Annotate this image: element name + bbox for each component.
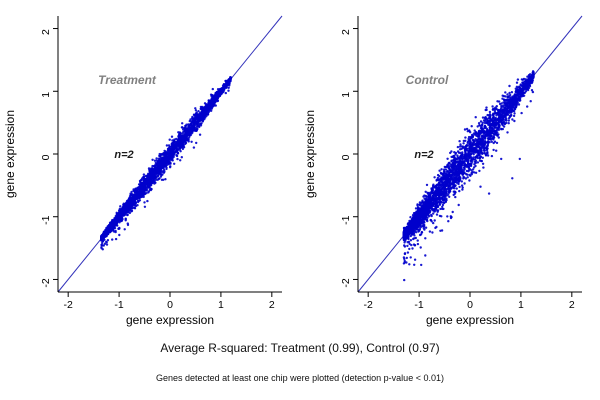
plot-title: Treatment [98, 73, 157, 87]
plot-title: Control [406, 73, 449, 87]
svg-text:0: 0 [40, 154, 52, 160]
y-axis-label: gene expression [303, 110, 317, 198]
svg-text:1: 1 [218, 299, 224, 311]
scatter-plot-treatment: -2 -2 -1 -1 0 0 1 1 2 2 Treatment n=2 gene expres… [3, 15, 283, 327]
scatter-points [100, 76, 233, 251]
svg-text:-1: -1 [40, 215, 52, 224]
x-axis-label: gene expression [126, 313, 214, 327]
axes: -2 -2 -1 -1 0 0 1 1 2 2 [40, 16, 282, 311]
detection-note-caption: Genes detected at least one chip were pl… [156, 373, 444, 383]
svg-text:-1: -1 [114, 299, 123, 311]
svg-text:0: 0 [167, 299, 173, 311]
n-annotation: n=2 [114, 149, 133, 161]
svg-text:1: 1 [40, 92, 52, 98]
x-axis-label: gene expression [426, 313, 514, 327]
scatter-points [402, 70, 535, 282]
n-annotation: n=2 [414, 149, 433, 161]
svg-text:2: 2 [269, 299, 275, 311]
r-squared-caption: Average R-squared: Treatment (0.99), Con… [160, 341, 440, 355]
svg-text:-2: -2 [40, 278, 52, 287]
plot-row: -2 -2 -1 -1 0 0 1 1 2 2 Treatment n=2 gene expres… [3, 15, 583, 327]
svg-text:2: 2 [40, 29, 52, 35]
y-axis-label: gene expression [3, 110, 17, 198]
svg-text:-2: -2 [64, 299, 73, 311]
